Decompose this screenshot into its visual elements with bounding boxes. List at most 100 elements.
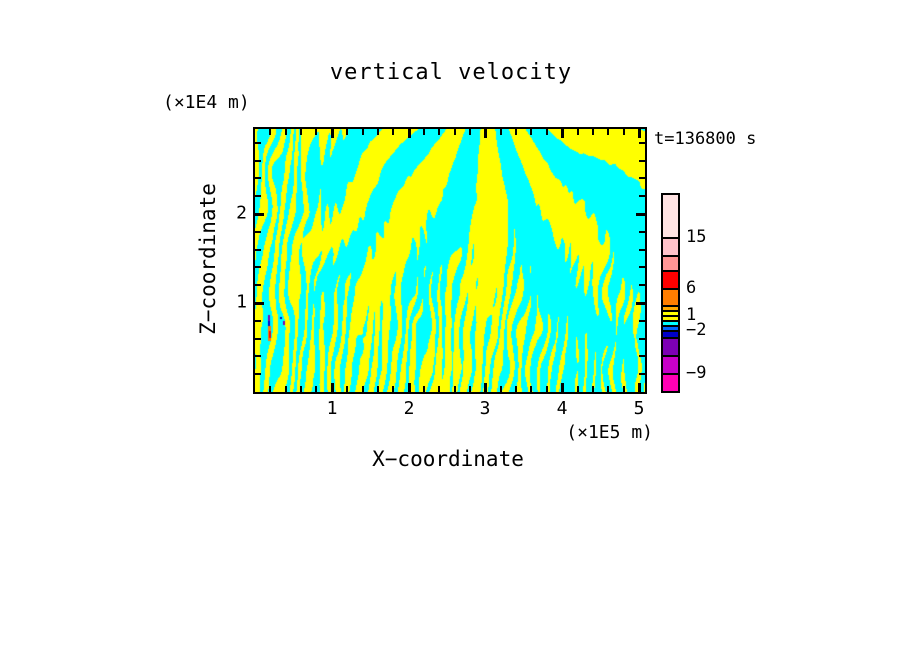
axis-tick: [639, 320, 645, 322]
colorbar-segment: [663, 320, 678, 325]
colorbar-segment: [663, 270, 678, 288]
axis-tick: [639, 142, 645, 144]
axis-tick: [515, 386, 517, 392]
colorbar-segment: [663, 325, 678, 330]
x-tick-label-3: 3: [479, 398, 491, 419]
axis-tick: [255, 195, 261, 197]
axis-tick: [530, 386, 532, 392]
axis-tick: [255, 249, 261, 251]
colorbar-segment: [663, 337, 678, 355]
x-axis-title: X−coordinate: [372, 447, 524, 471]
axis-tick: [546, 129, 548, 135]
axis-tick: [592, 129, 594, 135]
axis-tick: [623, 129, 625, 135]
axis-tick: [331, 129, 334, 138]
axis-tick: [315, 386, 317, 392]
colorbar-segment: [663, 288, 678, 305]
heatmap-canvas: [255, 129, 645, 392]
axis-tick: [255, 213, 264, 216]
axis-tick: [639, 177, 645, 179]
axis-tick: [546, 386, 548, 392]
axis-tick: [500, 129, 502, 135]
axis-tick: [639, 231, 645, 233]
axis-tick: [315, 129, 317, 135]
colorbar-segment: [663, 315, 678, 320]
colorbar-tick-label: 6: [686, 278, 697, 298]
colorbar: [661, 193, 680, 393]
axis-tick: [255, 355, 261, 357]
axis-tick: [377, 129, 379, 135]
axis-tick: [607, 386, 609, 392]
axis-tick: [346, 386, 348, 392]
axis-tick: [285, 386, 287, 392]
axis-tick: [577, 129, 579, 135]
axis-tick: [255, 338, 261, 340]
axis-tick: [285, 129, 287, 135]
axis-tick: [469, 386, 471, 392]
axis-tick: [423, 129, 425, 135]
axis-tick: [362, 129, 364, 135]
axis-tick: [255, 177, 261, 179]
axis-tick: [438, 386, 440, 392]
axis-tick: [484, 383, 487, 392]
axis-tick: [639, 266, 645, 268]
colorbar-segment: [663, 237, 678, 255]
colorbar-segment: [663, 255, 678, 270]
axis-tick: [255, 142, 261, 144]
axis-tick: [638, 129, 641, 138]
axis-tick: [639, 195, 645, 197]
axis-tick: [269, 129, 271, 135]
axis-tick: [255, 160, 261, 162]
axis-tick: [639, 284, 645, 286]
axis-tick: [408, 383, 411, 392]
axis-tick: [639, 160, 645, 162]
axis-tick: [454, 129, 456, 135]
colorbar-tick-label: 1: [686, 305, 697, 325]
x-tick-label-5: 5: [633, 398, 645, 419]
axis-tick: [255, 302, 264, 305]
axis-tick: [392, 129, 394, 135]
time-annotation: t=136800 s: [654, 129, 757, 149]
axis-tick: [623, 386, 625, 392]
axis-tick: [255, 284, 261, 286]
z-tick-label-2: 2: [236, 202, 247, 224]
axis-tick: [423, 386, 425, 392]
axis-tick: [607, 129, 609, 135]
x-tick-label-1: 1: [326, 398, 338, 419]
axis-tick: [408, 129, 411, 138]
axis-tick: [255, 231, 261, 233]
colorbar-segment: [663, 305, 678, 310]
x-axis-unit-label: (×1E5 m): [566, 422, 653, 443]
axis-tick: [636, 213, 645, 216]
colorbar-segment: [663, 373, 678, 391]
colorbar-tick-label: 15: [686, 227, 707, 247]
colorbar-segment: [663, 195, 678, 237]
axis-tick: [255, 320, 261, 322]
axis-tick: [530, 129, 532, 135]
x-tick-label-2: 2: [403, 398, 415, 419]
axis-tick: [484, 129, 487, 138]
colorbar-tick-label: −9: [686, 363, 707, 383]
page-title: vertical velocity: [329, 60, 573, 85]
colorbar-segment: [663, 355, 678, 373]
axis-tick: [392, 386, 394, 392]
colorbar-segment: [663, 330, 678, 337]
colorbar-tick-label: −2: [686, 320, 707, 340]
axis-tick: [300, 386, 302, 392]
axis-tick: [577, 386, 579, 392]
axis-tick: [515, 129, 517, 135]
axis-tick: [438, 129, 440, 135]
axis-tick: [561, 129, 564, 138]
axis-tick: [561, 383, 564, 392]
axis-tick: [331, 383, 334, 392]
z-tick-label-1: 1: [236, 291, 247, 313]
axis-tick: [346, 129, 348, 135]
axis-tick: [377, 386, 379, 392]
axis-tick: [454, 386, 456, 392]
axis-tick: [636, 302, 645, 305]
heatmap-plot-area: [253, 127, 647, 394]
axis-tick: [639, 355, 645, 357]
z-axis-unit-label: (×1E4 m): [163, 92, 250, 113]
axis-tick: [362, 386, 364, 392]
